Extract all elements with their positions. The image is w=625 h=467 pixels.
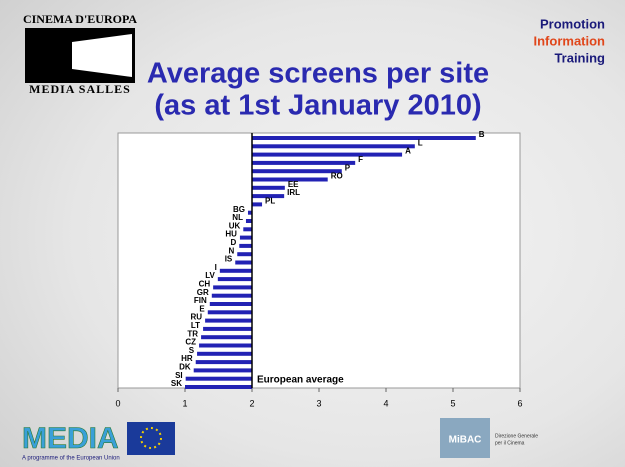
bar-label: BG <box>233 205 245 214</box>
bar <box>252 136 476 140</box>
bar <box>197 351 252 356</box>
bar <box>185 385 252 389</box>
bar <box>252 194 285 199</box>
bar-label: CZ <box>185 338 196 347</box>
bar <box>252 152 403 157</box>
bar-label: RO <box>331 172 343 181</box>
bar-label: HR <box>181 354 193 363</box>
brand-screen <box>72 34 132 77</box>
bar <box>211 293 252 298</box>
bar-label: N <box>228 246 234 255</box>
bar-label: UK <box>229 221 241 230</box>
chart-title: Average screens per site <box>147 58 489 90</box>
bar <box>252 202 263 207</box>
bar-label: LT <box>191 321 200 330</box>
ministry-emblem <box>440 418 490 458</box>
bar-label: PL <box>265 197 275 206</box>
ministry-caption: per il Cinema <box>495 440 525 446</box>
tagline: Information <box>534 33 606 48</box>
bar-label: F <box>358 155 363 164</box>
media-caption: A programme of the European Union <box>22 456 120 462</box>
x-tick-label: 2 <box>249 398 254 408</box>
brand-top: CINEMA D'EUROPA <box>23 12 137 26</box>
bar <box>209 302 252 306</box>
bar <box>205 318 252 323</box>
bar <box>252 144 415 149</box>
bar <box>219 268 252 273</box>
bar-label: EE <box>288 180 299 189</box>
x-tick-label: 5 <box>450 398 455 408</box>
bar-label: IRL <box>287 188 300 197</box>
bar <box>203 326 252 331</box>
bar <box>201 335 252 340</box>
bar-label: D <box>230 238 236 247</box>
x-tick-label: 0 <box>115 398 120 408</box>
bar <box>199 343 252 348</box>
bar-label: P <box>345 163 351 172</box>
bar-label: HU <box>225 230 237 239</box>
bar-label: SK <box>171 379 182 388</box>
bar <box>252 160 356 165</box>
bar-label: GR <box>197 288 209 297</box>
chart-subtitle: (as at 1st January 2010) <box>154 90 481 122</box>
bar <box>239 243 252 248</box>
bar <box>239 235 252 240</box>
bar-label: A <box>405 147 411 156</box>
brand-bottom: MEDIA SALLES <box>29 82 131 96</box>
bar <box>207 310 252 315</box>
bar <box>245 219 252 223</box>
tagline: Promotion <box>540 16 605 31</box>
eu-flag <box>127 422 175 455</box>
bar <box>252 169 342 174</box>
x-tick-label: 1 <box>182 398 187 408</box>
bar <box>243 227 252 232</box>
eu-stars <box>140 427 162 449</box>
bar <box>235 260 252 265</box>
x-tick-label: 4 <box>383 398 388 408</box>
bar-label: SI <box>175 371 183 380</box>
bar <box>247 210 252 215</box>
bar-label: DK <box>179 363 191 372</box>
bar-label: S <box>189 346 195 355</box>
ministry-caption: Direzione Generale <box>495 433 538 439</box>
bar <box>252 177 328 182</box>
bar-label: IS <box>225 255 233 264</box>
x-tick-label: 6 <box>517 398 522 408</box>
reference-label: European average <box>257 375 344 386</box>
bar-label: B <box>479 130 485 139</box>
bar-label: E <box>199 304 205 313</box>
bar <box>195 360 252 365</box>
x-tick-label: 3 <box>316 398 321 408</box>
bar <box>237 252 252 257</box>
bar-label: CH <box>199 280 211 289</box>
bar-label: NL <box>232 213 243 222</box>
bar <box>217 277 252 282</box>
media-logo: MEDIA <box>22 422 119 455</box>
bar <box>252 185 285 190</box>
ministry-logo: MiBAC <box>449 435 482 446</box>
bar-label: FIN <box>194 296 207 305</box>
bar <box>185 376 252 381</box>
bar-label: TR <box>187 329 198 338</box>
bar <box>193 368 252 373</box>
bar-label: LV <box>205 271 215 280</box>
tagline: Training <box>554 50 605 65</box>
bar <box>213 285 252 290</box>
bar-label: L <box>418 138 423 147</box>
plot-area <box>117 132 521 389</box>
bar-label: RU <box>191 313 203 322</box>
bar-label: I <box>215 263 217 272</box>
